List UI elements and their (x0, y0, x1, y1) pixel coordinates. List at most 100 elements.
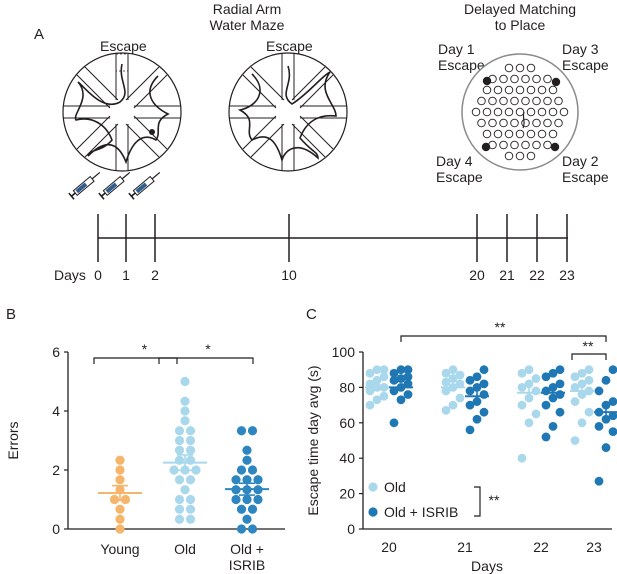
dmp-hole (515, 85, 525, 95)
c-legend-bracket (474, 486, 481, 517)
c-data-point (479, 390, 489, 399)
b-data-point (115, 514, 125, 524)
dmp-hole (482, 107, 492, 117)
dmp-hole (515, 63, 525, 73)
timeline-day-23: 23 (559, 267, 575, 283)
c-data-point (517, 400, 527, 410)
b-data-point (247, 465, 258, 475)
c-data-point (403, 372, 413, 382)
dmp-hole (543, 96, 552, 106)
dmp-hole (510, 96, 519, 106)
c-data-point (570, 372, 580, 382)
b-significance-label: * (205, 341, 211, 357)
dmp-hole (499, 140, 508, 150)
c-data-point (403, 390, 413, 399)
dmp-hole (504, 85, 514, 95)
c-data-point (584, 365, 594, 375)
c-data-point (541, 432, 551, 442)
dmp-hole (510, 74, 519, 84)
c-legend-marker (368, 507, 378, 517)
c-significance-label: ** (489, 492, 500, 508)
c-data-point (555, 390, 565, 399)
dmp-hole (515, 129, 525, 139)
c-data-point (455, 379, 465, 389)
radial-title-line2: Water Maze (209, 17, 285, 33)
c-y-tick-label: 20 (339, 486, 355, 502)
panel-b-label: B (6, 306, 17, 323)
dmp-hole (504, 107, 514, 117)
dmp-hole (510, 140, 519, 150)
radial-title-line1: Radial Arm (212, 1, 282, 17)
c-data-point (555, 407, 565, 417)
b-data-point (109, 494, 120, 505)
c-data-point (555, 379, 565, 389)
dmp-hole (559, 107, 569, 117)
c-data-point (608, 427, 617, 437)
c-data-point (396, 395, 406, 405)
b-data-point (231, 494, 241, 505)
day4-platform (481, 142, 491, 152)
day3-platform (551, 77, 561, 87)
b-data-point (236, 465, 247, 475)
c-data-point (389, 368, 399, 378)
c-data-point (570, 397, 580, 406)
c-data-point (594, 476, 604, 486)
b-data-point (185, 426, 196, 436)
c-data-point (455, 393, 465, 403)
dmp-hole (548, 85, 558, 95)
c-significance-bracket-days (400, 335, 607, 342)
c-data-point (584, 375, 594, 385)
b-data-point (180, 376, 190, 387)
c-data-point (472, 372, 482, 382)
dmp-hole (521, 96, 530, 106)
c-data-point (448, 400, 458, 410)
dmp-hole (537, 85, 547, 95)
b-data-point (120, 494, 131, 505)
panel-c-label: C (306, 306, 317, 323)
c-data-point (524, 365, 534, 375)
dmp-hole (515, 151, 525, 161)
c-data-point (441, 377, 451, 387)
swim-path-right (237, 65, 337, 164)
c-data-point (601, 375, 611, 385)
b-data-point (180, 485, 190, 495)
dmp-hole (493, 107, 503, 117)
c-data-point (396, 365, 406, 375)
c-data-point (584, 407, 594, 417)
dmp-hole (548, 107, 558, 117)
b-data-point (115, 455, 125, 465)
c-data-point (479, 407, 489, 417)
dmp-hole (521, 74, 530, 84)
dmp-hole (499, 96, 508, 106)
panel-a-graphics (62, 52, 579, 262)
c-data-point (389, 386, 399, 396)
day2-escape: Escape (562, 169, 609, 185)
escape-label-left: Escape (100, 38, 147, 54)
b-data-point (242, 445, 252, 455)
c-data-point (441, 406, 451, 415)
b-data-point (253, 475, 263, 485)
c-data-point (403, 379, 413, 389)
b-data-point (247, 504, 258, 514)
b-data-point (174, 514, 185, 524)
c-data-point (531, 374, 541, 383)
c-data-point (365, 386, 375, 396)
c-data-point (594, 421, 604, 431)
dmp-hole (499, 118, 508, 128)
b-data-point (191, 465, 201, 475)
c-y-tick-label: 40 (339, 450, 355, 466)
b-data-point (253, 494, 263, 505)
b-data-point (236, 426, 247, 436)
syringe-icon-day1 (98, 171, 131, 200)
b-y-tick-label: 6 (52, 344, 60, 360)
b-x-tick-label: ISRIB (229, 557, 266, 573)
c-data-point (531, 409, 541, 419)
radial-maze-right (228, 52, 348, 172)
syringe-icon-day2 (128, 171, 161, 200)
c-data-point (472, 414, 482, 424)
c-legend-label: Old (384, 479, 406, 495)
b-data-point (115, 465, 125, 475)
c-data-point (517, 453, 527, 463)
dmp-hole (543, 74, 552, 84)
